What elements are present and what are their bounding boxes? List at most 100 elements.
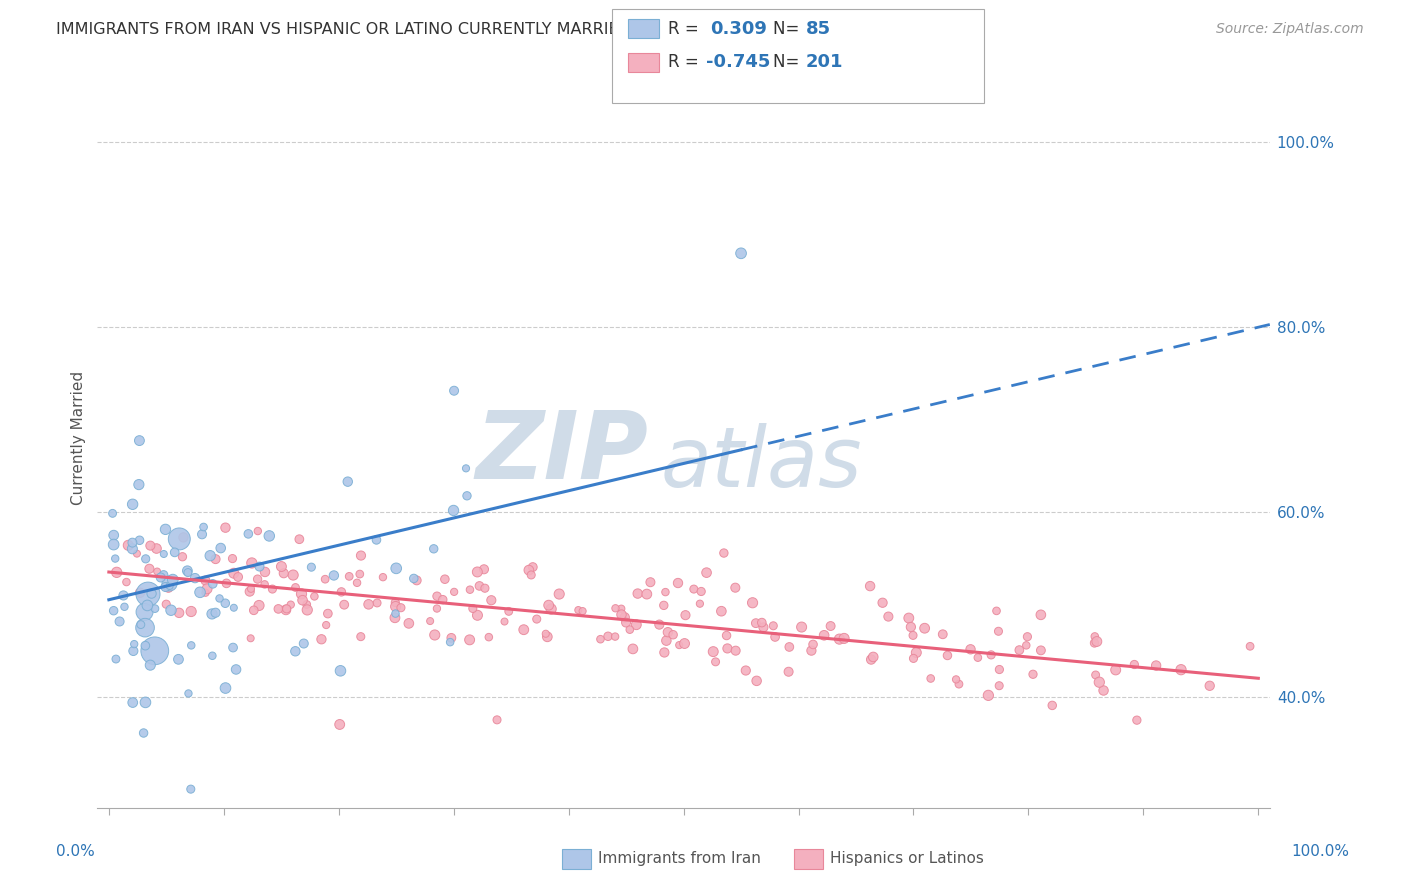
Point <box>467 565 489 579</box>
Point <box>193 520 215 534</box>
Text: R =: R = <box>668 54 704 71</box>
Point <box>536 630 558 644</box>
Text: Hispanics or Latinos: Hispanics or Latinos <box>830 851 983 865</box>
Point <box>208 591 231 606</box>
Point <box>177 686 200 700</box>
Point <box>605 630 627 644</box>
Point <box>987 624 1010 639</box>
Point <box>832 632 855 646</box>
Point <box>270 559 292 574</box>
Point <box>129 617 152 632</box>
Point <box>673 636 696 650</box>
Point <box>517 563 540 577</box>
Point <box>936 648 959 663</box>
Point <box>443 503 465 517</box>
Point <box>534 627 557 641</box>
Point <box>498 604 520 618</box>
Point <box>897 611 920 625</box>
Point <box>657 625 679 640</box>
Point <box>398 616 420 631</box>
Point <box>778 640 800 654</box>
Point <box>666 576 689 591</box>
Point <box>191 527 214 541</box>
Text: R =: R = <box>668 20 704 37</box>
Point <box>104 551 127 566</box>
Point <box>741 596 763 610</box>
Text: Immigrants from Iran: Immigrants from Iran <box>598 851 761 865</box>
Point <box>914 621 936 635</box>
Point <box>103 537 125 551</box>
Point <box>1040 698 1063 713</box>
Point <box>443 384 465 398</box>
Point <box>322 568 344 582</box>
Point <box>986 604 1008 618</box>
Point <box>763 630 786 644</box>
Point <box>540 602 562 616</box>
Point <box>1126 713 1149 727</box>
Point <box>690 584 713 599</box>
Point <box>1088 675 1111 690</box>
Point <box>636 587 658 601</box>
Point <box>734 664 756 678</box>
Point <box>134 639 156 653</box>
Point <box>204 606 226 620</box>
Point <box>135 552 157 566</box>
Point <box>567 603 589 617</box>
Point <box>122 637 145 651</box>
Point <box>654 585 676 599</box>
Point <box>239 584 262 599</box>
Point <box>751 615 773 630</box>
Point <box>696 566 718 580</box>
Point <box>389 600 412 615</box>
Point <box>537 598 560 612</box>
Point <box>384 599 406 614</box>
Point <box>333 598 356 612</box>
Point <box>121 696 143 710</box>
Point <box>214 596 236 610</box>
Point <box>167 606 190 620</box>
Point <box>152 567 174 582</box>
Point <box>945 673 967 687</box>
Point <box>526 612 548 626</box>
Point <box>122 644 145 658</box>
Point <box>1029 607 1052 622</box>
Point <box>468 579 491 593</box>
Point <box>675 608 697 623</box>
Point <box>209 541 232 555</box>
Point <box>384 595 406 609</box>
Point <box>103 528 125 542</box>
Point <box>246 524 269 538</box>
Point <box>172 549 194 564</box>
Point <box>900 620 922 634</box>
Point <box>385 561 408 575</box>
Point <box>920 672 942 686</box>
Point <box>108 615 131 629</box>
Point <box>132 726 155 740</box>
Point <box>716 641 738 656</box>
Point <box>222 600 245 615</box>
Point <box>283 568 305 582</box>
Point <box>117 538 139 552</box>
Point <box>134 621 156 635</box>
Point <box>330 585 353 599</box>
Point <box>180 605 202 619</box>
Point <box>467 608 489 623</box>
Point <box>121 497 143 511</box>
Point <box>426 589 449 603</box>
Point <box>1084 668 1107 682</box>
Point <box>143 601 166 615</box>
Point <box>288 532 311 546</box>
Point <box>149 570 172 584</box>
Point <box>295 598 318 612</box>
Point <box>730 246 752 260</box>
Point <box>311 632 333 647</box>
Text: ZIP: ZIP <box>475 407 648 499</box>
Point <box>520 568 543 582</box>
Point <box>146 565 169 579</box>
Point <box>433 572 456 586</box>
Point <box>801 637 824 651</box>
Point <box>548 587 571 601</box>
Point <box>702 645 724 659</box>
Point <box>262 582 284 596</box>
Point <box>273 566 295 581</box>
